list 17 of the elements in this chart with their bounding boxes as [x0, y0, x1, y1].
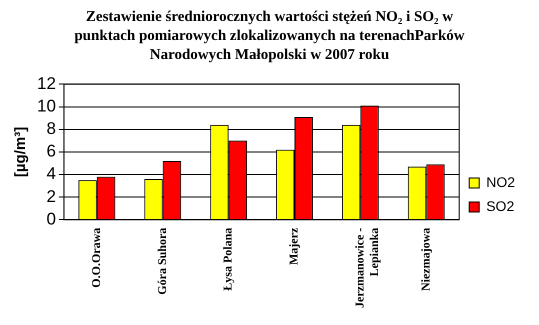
y-tick-label: 6 [46, 142, 56, 161]
x-tick-label: Łysa Polana [220, 228, 235, 291]
chart-title: Zestawienie średniorocznych wartości stężeń NO₂ i SO₂ w punktach pomiarowych zlokalizowanych na terenachParków Narodowych Małopolski w 2007 roku [73, 8, 466, 65]
legend-label: NO2 [486, 174, 516, 190]
y-tick-label: 10 [36, 96, 56, 116]
y-tick-label: 12 [36, 74, 56, 93]
x-tick-label: Majerz [286, 227, 301, 266]
y-tick-label: 2 [46, 186, 56, 206]
x-tick-label: Góra Suhora [154, 228, 169, 295]
y-tick-label: 0 [46, 209, 56, 228]
y-tick-label: 8 [46, 119, 56, 138]
x-tick-label: Niezmajowa [418, 228, 432, 292]
x-tick-label: Jerzmanowice - Lepianka [352, 228, 381, 308]
x-tick-label: O.O.Orawa [88, 228, 103, 288]
legend-label: SO2 [486, 198, 514, 214]
y-axis-title: [µg/m³] [12, 126, 30, 178]
y-tick-label: 4 [46, 164, 56, 184]
